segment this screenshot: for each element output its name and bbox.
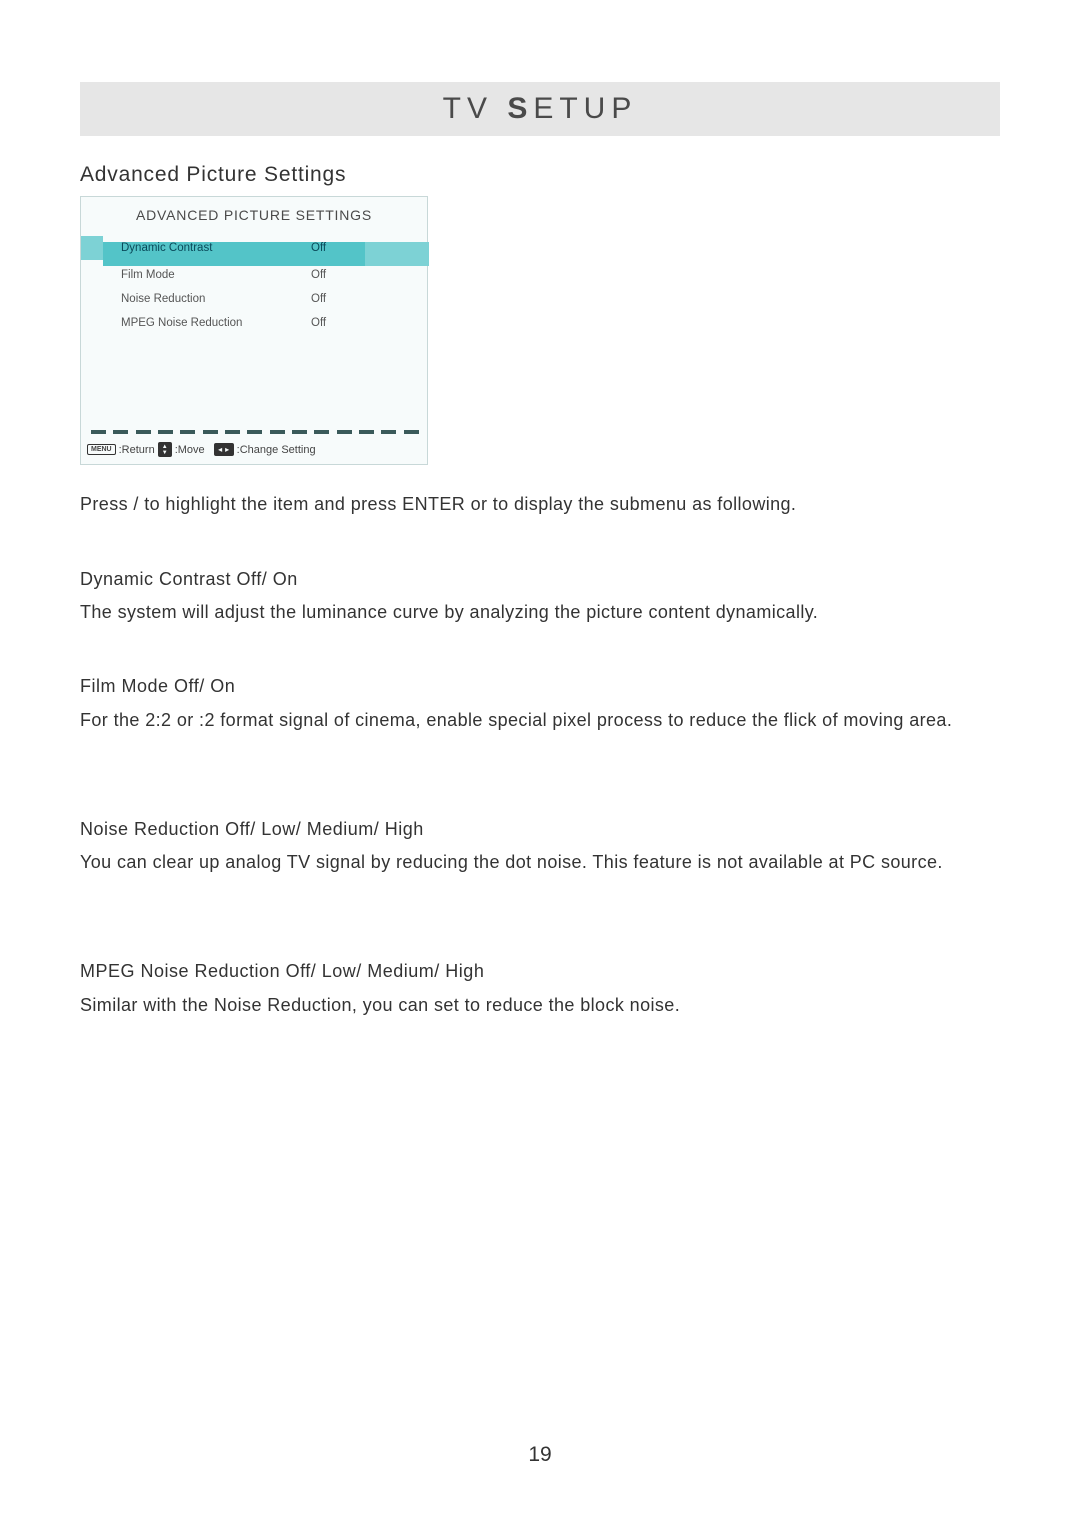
menu-chip-icon: MENU (87, 444, 116, 455)
dash-segment (247, 430, 262, 433)
header-suffix: ETUP (533, 92, 637, 125)
dash-segment (225, 430, 240, 433)
left-right-icon: ◂▸ (214, 443, 234, 456)
dash-segment (270, 430, 285, 433)
osd-row-value: Off (311, 293, 326, 305)
osd-row-value: Off (311, 317, 326, 329)
osd-row-noise-reduction[interactable]: Noise Reduction Off (81, 287, 427, 311)
subhead-mpeg-noise: MPEG Noise Reduction Off/ Low/ Medium/ H… (80, 955, 1000, 988)
para-film-mode: For the 2:2 or :2 format signal of cinem… (80, 704, 1000, 737)
dash-segment (314, 430, 329, 433)
footer-return-label: :Return (119, 444, 155, 456)
page-header-bar: TV SETUP (80, 82, 1000, 136)
up-down-icon: ▲▼ (158, 442, 172, 457)
subhead-dynamic-contrast: Dynamic Contrast Off/ On (80, 563, 1000, 596)
footer-change-label: :Change Setting (237, 444, 316, 456)
osd-row-dynamic-contrast[interactable]: Dynamic Contrast Off (81, 236, 427, 260)
osd-panel-title: ADVANCED PICTURE SETTINGS (81, 197, 427, 236)
dash-segment (203, 430, 218, 433)
dash-segment (113, 430, 128, 433)
section-title: Advanced Picture Settings (80, 163, 346, 187)
osd-row-label: Dynamic Contrast (81, 242, 311, 254)
para-dynamic-contrast: The system will adjust the luminance cur… (80, 596, 1000, 629)
dash-segment (136, 430, 151, 433)
osd-footer: MENU :Return ▲▼ :Move ◂▸ :Change Setting (81, 437, 427, 464)
para-mpeg-noise: Similar with the Noise Reduction, you ca… (80, 989, 1000, 1022)
dash-segment (180, 430, 195, 433)
para-noise-reduction: You can clear up analog TV signal by red… (80, 846, 1000, 879)
osd-row-label: Film Mode (81, 269, 311, 281)
page-header-title: TV SETUP (443, 92, 638, 126)
dash-segment (359, 430, 374, 433)
osd-row-value: Off (311, 269, 326, 281)
dash-segment (292, 430, 307, 433)
dash-segment (91, 430, 106, 433)
header-prefix: TV (443, 92, 508, 125)
osd-separator-dashes (81, 427, 427, 437)
subhead-noise-reduction: Noise Reduction Off/ Low/ Medium/ High (80, 813, 1000, 846)
dash-segment (337, 430, 352, 433)
page-number: 19 (0, 1443, 1080, 1467)
dash-segment (404, 430, 419, 433)
osd-row-mpeg-noise-reduction[interactable]: MPEG Noise Reduction Off (81, 311, 427, 335)
footer-move-label: :Move (175, 444, 205, 456)
dash-segment (158, 430, 173, 433)
highlight-bg (365, 242, 429, 266)
osd-row-label: Noise Reduction (81, 293, 311, 305)
dash-segment (381, 430, 396, 433)
header-bold: S (507, 92, 533, 125)
subhead-film-mode: Film Mode Off/ On (80, 670, 1000, 703)
osd-row-label: MPEG Noise Reduction (81, 317, 311, 329)
instruction-line: Press / to highlight the item and press … (80, 488, 1000, 521)
osd-spacer (81, 335, 427, 427)
osd-panel: ADVANCED PICTURE SETTINGS Dynamic Contra… (80, 196, 428, 465)
osd-row-value: Off (311, 242, 326, 254)
